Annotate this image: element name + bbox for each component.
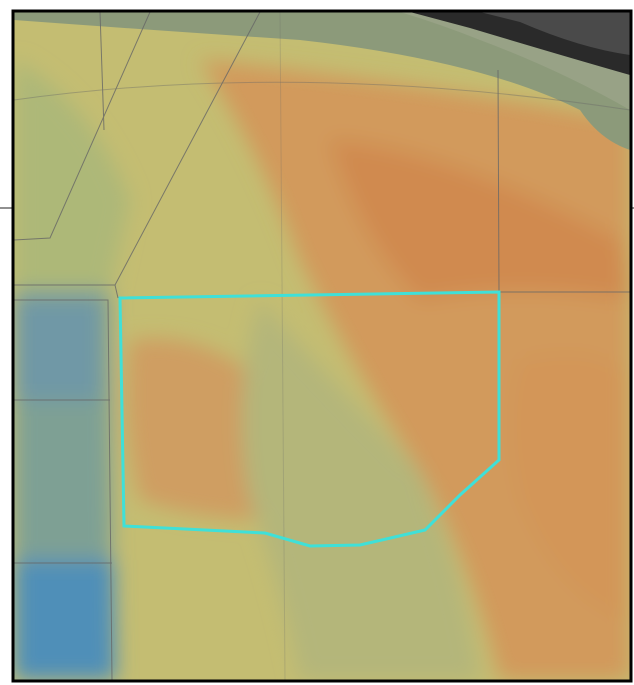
map-frame xyxy=(11,9,633,683)
map-layer xyxy=(14,12,630,680)
selection-boundary[interactable] xyxy=(118,290,501,548)
